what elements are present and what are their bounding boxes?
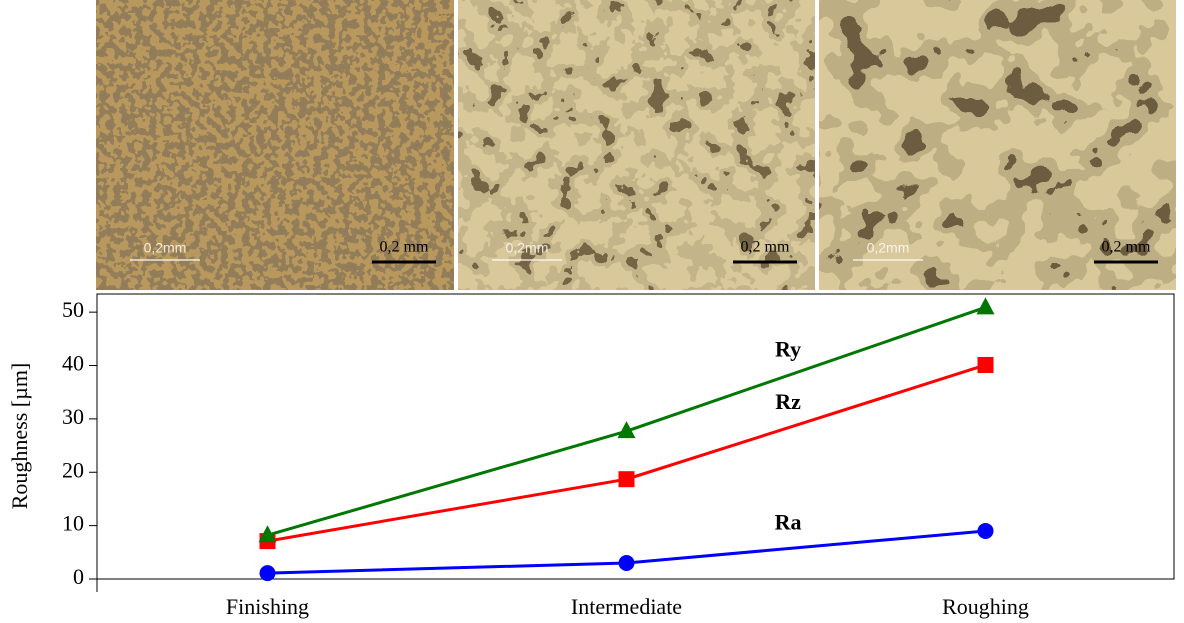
scale-label: 0,2 mm bbox=[741, 239, 790, 256]
marker bbox=[619, 471, 635, 487]
micrographs: 0,2mm 0,2 mm 0,2mm 0,2 mm 0,2mm 0,2 mm bbox=[96, 0, 1176, 290]
series-label: Rz bbox=[775, 389, 801, 414]
marker bbox=[978, 357, 994, 373]
micrograph: 0,2mm 0,2 mm bbox=[96, 0, 454, 290]
page: {"micrographs": [ {"scale_label_left": "… bbox=[0, 0, 1184, 623]
marker bbox=[619, 555, 635, 571]
scale-label: 0,2 mm bbox=[1102, 239, 1151, 256]
plot-frame bbox=[97, 294, 1174, 579]
series-line bbox=[268, 365, 986, 541]
series-label: Ra bbox=[775, 510, 802, 535]
marker bbox=[978, 523, 994, 539]
micrograph: 0,2mm 0,2 mm bbox=[819, 0, 1176, 290]
y-tick-label: 20 bbox=[62, 457, 84, 482]
x-tick-label: Roughing bbox=[942, 594, 1029, 619]
y-tick-label: 40 bbox=[62, 351, 84, 376]
series-label: Ry bbox=[775, 336, 801, 361]
y-tick-label: 50 bbox=[62, 297, 84, 322]
y-tick-label: 0 bbox=[73, 564, 84, 589]
scale-label: 0,2mm bbox=[144, 240, 187, 256]
figure: 0,2mm 0,2 mm 0,2mm 0,2 mm 0,2mm 0,2 mm Roughn… bbox=[0, 0, 1184, 623]
marker bbox=[977, 297, 995, 314]
y-axis-label: Roughness [µm] bbox=[7, 363, 32, 510]
y-tick-label: 30 bbox=[62, 404, 84, 429]
plot: 0 10 20 30 40 50 Finishing Intermediate Roughing… bbox=[62, 297, 1029, 619]
marker bbox=[260, 565, 276, 581]
scale-label: 0,2mm bbox=[867, 240, 910, 256]
y-tick-label: 10 bbox=[62, 511, 84, 536]
x-tick-label: Finishing bbox=[226, 594, 309, 619]
scale-label: 0,2mm bbox=[506, 240, 549, 256]
scale-label: 0,2 mm bbox=[380, 239, 429, 256]
x-tick-label: Intermediate bbox=[571, 594, 682, 619]
micrograph: 0,2mm 0,2 mm bbox=[458, 0, 815, 290]
